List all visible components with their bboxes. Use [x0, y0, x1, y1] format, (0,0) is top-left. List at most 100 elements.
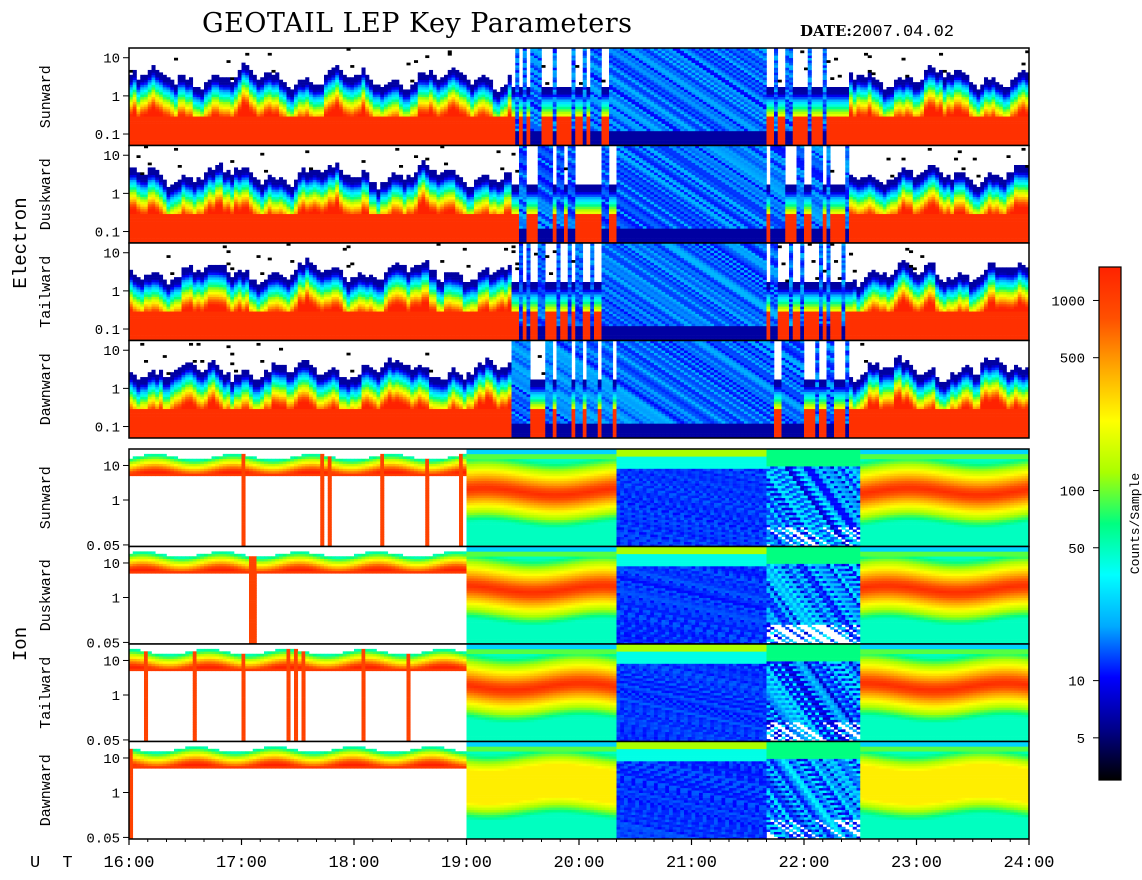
- spectrogram-cell: [174, 104, 178, 107]
- spectrogram-cell: [317, 133, 321, 136]
- spectrogram-cell: [163, 87, 167, 90]
- spectrogram-cell: [358, 104, 362, 107]
- spectrogram-cell: [302, 94, 306, 97]
- spectrogram-cell: [182, 138, 186, 141]
- spectrogram-cell: [298, 92, 302, 95]
- spectrogram-cell: [148, 97, 152, 100]
- spectrogram-cell: [159, 141, 163, 144]
- spectrogram-cell: [347, 131, 351, 134]
- spectrogram-cell: [189, 138, 193, 141]
- spectrogram-cell: [309, 97, 313, 100]
- spectrogram-cell: [204, 104, 208, 107]
- spectrogram-cell: [174, 92, 178, 95]
- spectrogram-cell: [159, 72, 163, 75]
- spectrogram-cell: [223, 97, 227, 100]
- spectrogram-cell: [253, 104, 257, 107]
- spectrogram-cell: [317, 97, 321, 100]
- spectrogram-cell: [223, 99, 227, 102]
- spectrogram-cell: [347, 133, 351, 136]
- spectrogram-cell: [350, 126, 354, 129]
- spectrogram-cell: [275, 128, 279, 131]
- spectrogram-cell: [193, 136, 197, 139]
- spectrogram-cell: [328, 124, 332, 127]
- spectrogram-cell: [324, 99, 328, 102]
- spectrogram-cell: [335, 80, 339, 83]
- spectrogram-cell: [287, 87, 291, 90]
- spectrogram-cell: [155, 75, 159, 78]
- spectrogram-cell: [170, 94, 174, 97]
- spectrogram-cell: [320, 138, 324, 141]
- spectrogram-cell: [242, 128, 246, 131]
- spectrogram-cell: [279, 111, 283, 114]
- spectrogram-cell: [185, 136, 189, 139]
- spectrogram-cell: [257, 99, 261, 102]
- spectrogram-cell: [227, 85, 231, 88]
- spectrogram-cell: [268, 97, 272, 100]
- spectrogram-cell: [335, 85, 339, 88]
- spectrogram-cell: [208, 97, 212, 100]
- spectrogram-cell: [245, 82, 249, 85]
- spectrogram-cell: [260, 138, 264, 141]
- spectrogram-cell: [185, 126, 189, 129]
- spectrogram-cell: [294, 111, 298, 114]
- spectrogram-cell: [185, 107, 189, 110]
- spectrogram-cell: [290, 138, 294, 141]
- spectrogram-cell: [283, 138, 287, 141]
- spectrogram-cell: [275, 77, 279, 80]
- spectrogram-cell: [257, 92, 261, 95]
- spectrogram-cell: [137, 85, 141, 88]
- spectrogram-cell: [313, 114, 317, 117]
- spectrogram-cell: [343, 126, 347, 129]
- spectrogram-cell: [230, 104, 234, 107]
- spectrogram-cell: [215, 131, 219, 134]
- spectrogram-cell: [275, 131, 279, 134]
- spectrogram-cell: [350, 114, 354, 117]
- spectrogram-cell: [238, 75, 242, 78]
- spectrogram-cell: [144, 92, 148, 95]
- spectrogram-cell: [167, 114, 171, 117]
- spectrogram-cell: [137, 111, 141, 114]
- spectrogram-cell: [152, 99, 156, 102]
- spectrogram-cell: [343, 116, 347, 119]
- spectrogram-cell: [223, 85, 227, 88]
- spectrogram-cell: [287, 121, 291, 124]
- spectrogram-cell: [155, 124, 159, 127]
- spectrogram-cell: [354, 75, 358, 78]
- spectrogram-cell: [178, 128, 182, 131]
- spectrogram-cell: [343, 114, 347, 117]
- spectrogram-cell: [339, 82, 343, 85]
- spectrogram-cell: [358, 82, 362, 85]
- spectrogram-figure: 1010.11010.11010.11010.11010.051010.0510…: [0, 0, 1142, 880]
- spectrogram-cell: [137, 133, 141, 136]
- spectrogram-cell: [253, 124, 257, 127]
- spectrogram-cell: [148, 99, 152, 102]
- spectrogram-cell: [148, 102, 152, 105]
- spectrogram-cell: [170, 85, 174, 88]
- spectrogram-cell: [163, 131, 167, 134]
- spectrogram-cell: [283, 107, 287, 110]
- spectrogram-cell: [257, 109, 261, 112]
- spectrogram-cell: [152, 102, 156, 105]
- spectrogram-cell: [290, 114, 294, 117]
- spectrogram-cell: [223, 116, 227, 119]
- spectrogram-cell: [328, 119, 332, 122]
- spectrogram-cell: [144, 77, 148, 80]
- spectrogram-cell: [204, 111, 208, 114]
- spectrogram-cell: [268, 133, 272, 136]
- spectrogram-cell: [343, 124, 347, 127]
- spectrogram-cell: [287, 99, 291, 102]
- spectrogram-cell: [155, 109, 159, 112]
- spectrogram-cell: [140, 124, 144, 127]
- spectrogram-cell: [242, 68, 246, 71]
- spectrogram-cell: [144, 138, 148, 141]
- spectrogram-cell: [193, 107, 197, 110]
- spectrogram-cell: [144, 99, 148, 102]
- spectrogram-cell: [227, 60, 231, 63]
- spectrogram-cell: [137, 131, 141, 134]
- spectrogram-cell: [167, 107, 171, 110]
- spectrogram-cell: [137, 104, 141, 107]
- spectrogram-cell: [332, 124, 336, 127]
- spectrogram-cell: [317, 87, 321, 90]
- spectrogram-cell: [144, 136, 148, 139]
- spectrogram-cell: [290, 89, 294, 92]
